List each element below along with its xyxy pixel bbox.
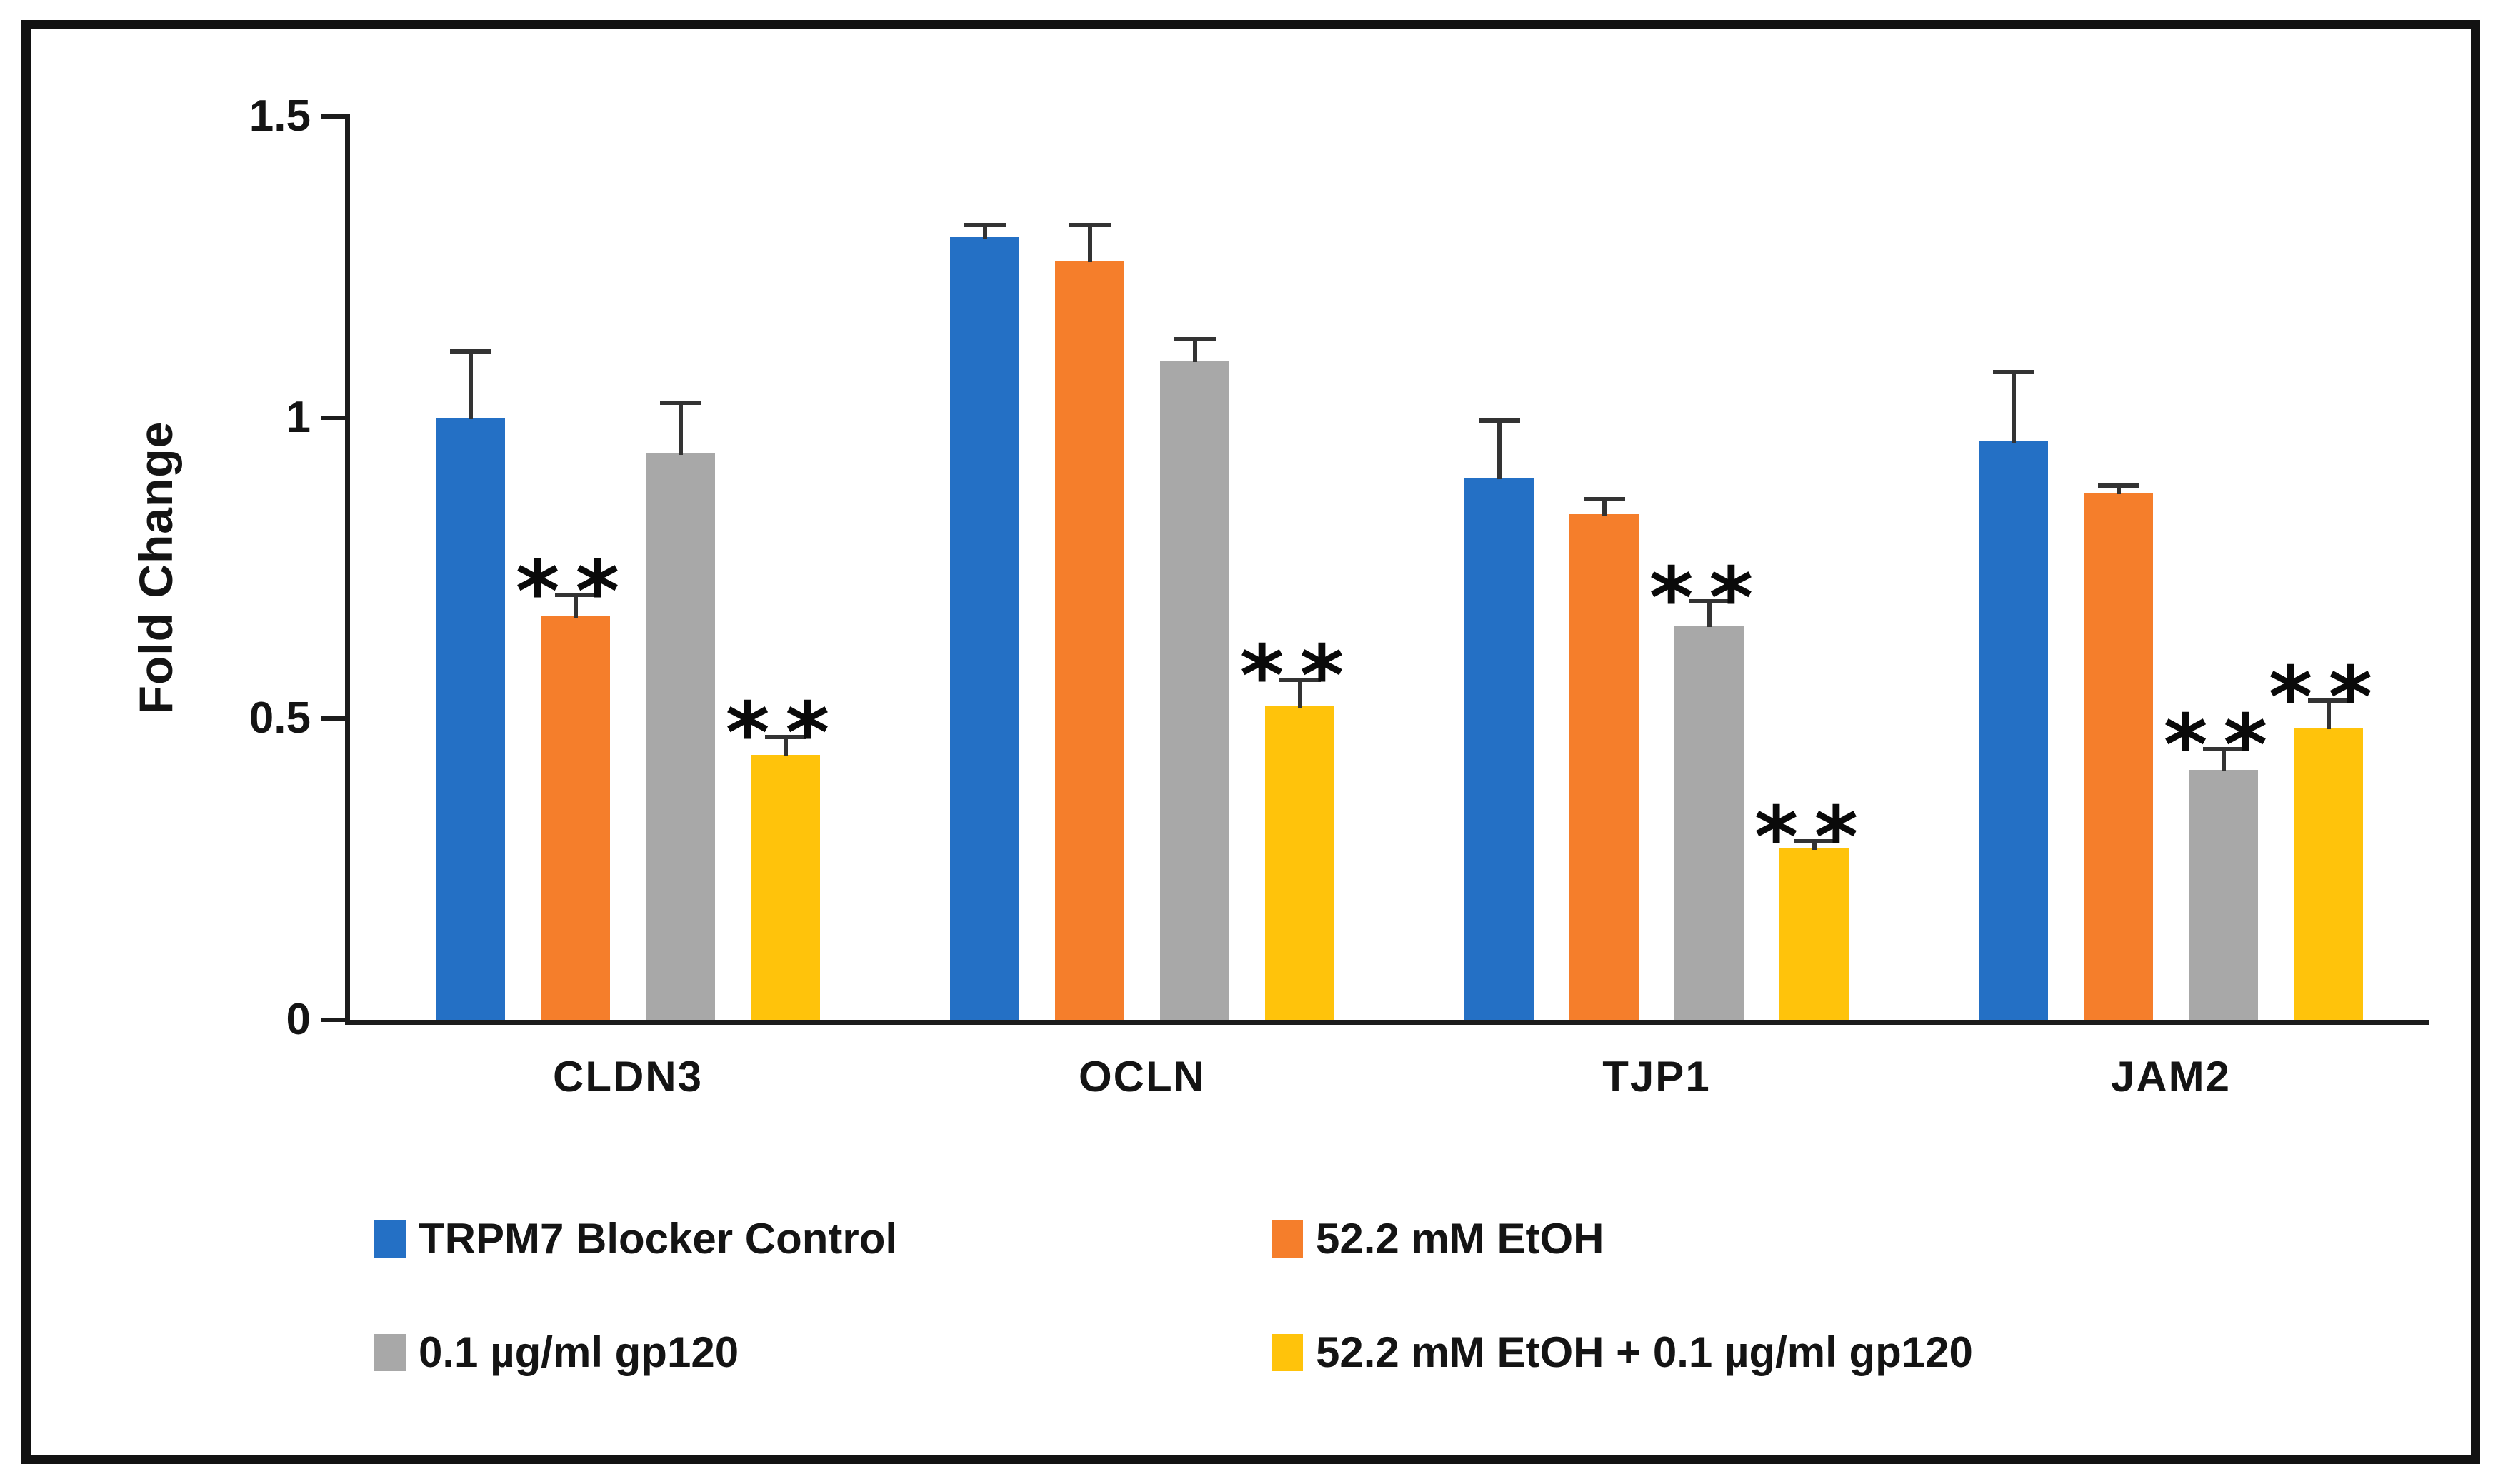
bar-tjp1-series-2	[1674, 625, 1744, 1020]
significance-stars: **	[1754, 788, 1874, 887]
bar-ocln-series-1	[1055, 261, 1124, 1020]
legend-label: TRPM7 Blocker Control	[419, 1215, 898, 1263]
significance-stars: **	[725, 683, 846, 783]
y-axis-tick	[321, 114, 345, 119]
error-bar-stem	[783, 736, 788, 756]
legend-label: 0.1 µg/ml gp120	[419, 1328, 739, 1376]
error-bar-cap	[554, 593, 596, 598]
bar-cldn3-series-0	[436, 417, 505, 1020]
error-bar-cap	[1688, 598, 1730, 603]
category-label-cldn3: CLDN3	[552, 1053, 703, 1101]
bar-ocln-series-0	[950, 236, 1019, 1020]
error-bar-stem	[1602, 498, 1607, 516]
error-bar-cap	[1174, 337, 1216, 342]
error-bar-stem	[1707, 601, 1712, 627]
error-bar-cap	[1793, 838, 1835, 843]
bar-ocln-series-2	[1160, 360, 1229, 1020]
error-bar-cap	[2202, 746, 2244, 751]
category-label-tjp1: TJP1	[1602, 1053, 1711, 1101]
error-bar-stem	[1087, 224, 1092, 263]
significance-stars: **	[1649, 548, 1769, 647]
y-axis-line	[345, 114, 350, 1025]
y-axis-tick-label: 1	[286, 392, 311, 442]
bar-jam2-series-2	[2189, 770, 2258, 1020]
error-bar-stem	[1812, 841, 1817, 850]
error-bar-cap	[1992, 370, 2034, 375]
legend-entry: 0.1 µg/ml gp120	[374, 1328, 1272, 1377]
legend-entry: TRPM7 Blocker Control	[374, 1214, 1272, 1263]
bar-cldn3-series-1	[541, 616, 610, 1020]
error-bar-stem	[2011, 372, 2016, 443]
error-bar-cap	[1279, 677, 1321, 682]
significance-stars: **	[2163, 696, 2284, 795]
error-bar-cap	[764, 734, 806, 739]
y-axis-title: Fold Change	[129, 421, 182, 715]
category-label-jam2: JAM2	[2110, 1053, 2232, 1101]
legend-swatch-icon	[1272, 1333, 1303, 1371]
legend-entry: 52.2 mM EtOH	[1272, 1214, 1973, 1263]
error-bar-cap	[964, 222, 1006, 227]
bar-jam2-series-0	[1979, 441, 2048, 1020]
bar-tjp1-series-3	[1779, 848, 1849, 1020]
significance-stars: **	[515, 542, 636, 641]
significance-stars: **	[1239, 626, 1360, 726]
category-label-ocln: OCLN	[1079, 1053, 1206, 1101]
error-bar-cap	[2097, 483, 2139, 488]
error-bar-cap	[1069, 222, 1111, 227]
legend: TRPM7 Blocker Control 52.2 mM EtOH 0.1 µg/…	[374, 1214, 1973, 1377]
bar-tjp1-series-0	[1464, 478, 1534, 1020]
legend-entry: 52.2 mM EtOH + 0.1 µg/ml gp120	[1272, 1328, 1973, 1377]
y-axis-tick	[321, 415, 345, 420]
error-bar-stem	[982, 224, 987, 239]
bar-jam2-series-3	[2294, 727, 2363, 1020]
legend-label: 52.2 mM EtOH + 0.1 µg/ml gp120	[1316, 1328, 1973, 1376]
legend-swatch-icon	[374, 1220, 406, 1258]
error-bar-cap	[659, 400, 701, 405]
bar-tjp1-series-1	[1569, 513, 1639, 1020]
legend-label: 52.2 mM EtOH	[1316, 1215, 1604, 1263]
legend-swatch-icon	[1272, 1220, 1303, 1258]
bar-ocln-series-3	[1265, 706, 1334, 1020]
x-axis-line	[345, 1020, 2429, 1025]
plot-area: 0 0.5 1 1.5 ** ** CLDN3 ** OCLN ** ** TJP1 ** ** JAM2	[249, 91, 2429, 1101]
error-bar-stem	[2116, 485, 2121, 495]
error-bar-stem	[573, 595, 578, 618]
y-axis-tick-label: 0.5	[249, 693, 311, 743]
error-bar-cap	[1478, 418, 1520, 423]
y-axis-tick	[321, 1018, 345, 1022]
bar-cldn3-series-3	[751, 754, 820, 1020]
error-bar-stem	[1497, 420, 1502, 479]
bar-jam2-series-1	[2084, 493, 2153, 1020]
significance-stars: **	[2268, 647, 2389, 746]
legend-swatch-icon	[374, 1333, 406, 1371]
error-bar-stem	[2326, 701, 2331, 729]
y-axis-tick-label: 1.5	[249, 91, 311, 141]
y-axis-tick	[321, 716, 345, 721]
error-bar-cap	[2307, 698, 2349, 703]
bar-cldn3-series-2	[646, 453, 715, 1020]
y-axis-tick-label: 0	[286, 995, 311, 1044]
error-bar-stem	[678, 402, 683, 456]
error-bar-stem	[2221, 748, 2226, 772]
figure-frame	[21, 20, 2480, 1464]
error-bar-cap	[449, 349, 491, 354]
error-bar-cap	[1583, 496, 1625, 501]
error-bar-stem	[468, 351, 473, 419]
error-bar-stem	[1192, 339, 1197, 362]
error-bar-stem	[1297, 679, 1302, 708]
